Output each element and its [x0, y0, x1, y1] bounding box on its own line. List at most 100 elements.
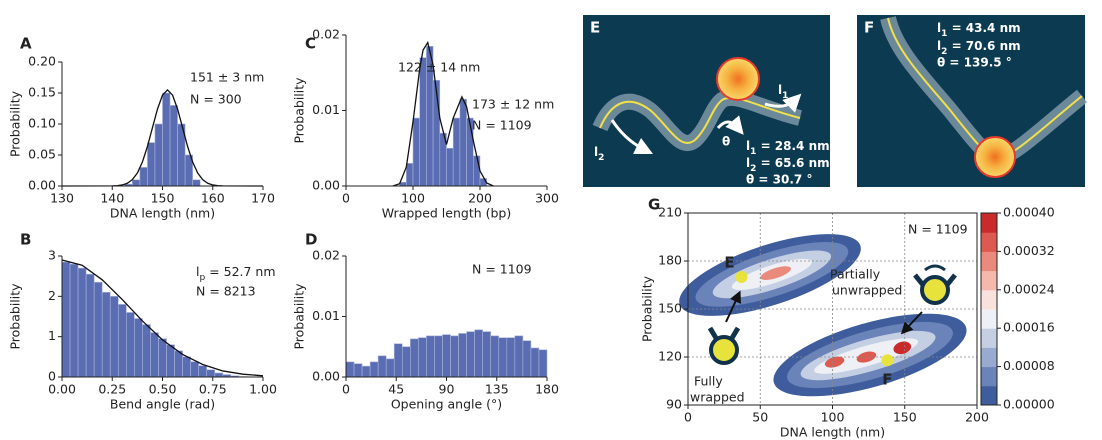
bar: [86, 274, 94, 377]
annotation: N = 1109: [908, 222, 968, 237]
colorbar-level: [981, 251, 997, 271]
bar: [215, 373, 223, 377]
bar: [346, 362, 354, 377]
bar: [402, 347, 410, 377]
measurement-tail: = 28.4 nm: [756, 139, 829, 153]
bar: [134, 319, 142, 377]
bar: [183, 357, 191, 377]
x-tick-label: 0.75: [199, 382, 227, 397]
colorbar-tick-label: 0.00000: [1003, 397, 1055, 412]
y-axis-label: Probability: [640, 275, 655, 342]
colorbar-tick-label: 0.00024: [1003, 281, 1055, 296]
x-tick-label: 200: [468, 191, 492, 206]
measurement-tail: = 70.6 nm: [947, 39, 1020, 53]
colorbar-level: [981, 367, 997, 387]
bar: [132, 180, 140, 186]
x-tick-label: 170: [251, 191, 275, 206]
colorbar-tick-label: 0.00032: [1003, 243, 1055, 258]
x-tick-label: 0.50: [149, 382, 177, 397]
x-axis-label: Opening angle (°): [391, 397, 502, 412]
x-tick-label: 160: [201, 191, 225, 206]
bar: [70, 264, 78, 377]
colorbar-level: [981, 309, 997, 329]
bar: [140, 167, 148, 186]
colorbar-tick-label: 0.00008: [1003, 358, 1055, 373]
image-label: E: [590, 19, 600, 37]
annotation: lp = 52.7 nm: [196, 264, 276, 283]
y-tick-label: 0.00: [28, 178, 56, 193]
bar: [406, 163, 413, 186]
bar: [539, 350, 547, 377]
annotation: unwrapped: [832, 283, 902, 298]
colorbar-level: [981, 386, 997, 406]
y-tick-label: 120: [658, 349, 682, 364]
bar: [167, 345, 175, 377]
bar: [102, 292, 110, 377]
bar: [483, 332, 491, 377]
x-tick-label: 50: [752, 410, 768, 425]
y-tick-label: 180: [658, 253, 682, 268]
bar: [442, 335, 450, 377]
y-tick-label: 2: [48, 288, 56, 303]
bar: [142, 325, 150, 377]
annotation: 151 ± 3 nm: [190, 70, 264, 85]
state-point: [735, 271, 747, 283]
measurement-tail: = 43.4 nm: [947, 21, 1020, 35]
x-axis-label: Wrapped length (bp): [382, 206, 512, 221]
bar: [199, 366, 207, 377]
panel-label: G: [648, 196, 660, 214]
colorbar-level: [981, 328, 997, 348]
colorbar-level: [981, 290, 997, 310]
bar: [523, 341, 531, 377]
annotation: 122 ± 14 nm: [398, 60, 480, 75]
bar: [362, 366, 370, 377]
y-tick-label: 0.02: [312, 248, 340, 263]
y-tick-label: 0.01: [312, 102, 340, 117]
bar: [378, 356, 386, 377]
bar: [453, 118, 460, 186]
x-tick-label: 100: [401, 191, 425, 206]
colorbar-level: [981, 213, 997, 233]
y-tick-label: 1: [48, 328, 56, 343]
x-tick-label: 200: [965, 410, 989, 425]
annotation: Partially: [830, 267, 881, 282]
colorbar-level: [981, 232, 997, 252]
annotation: 173 ± 12 nm: [472, 97, 554, 112]
x-tick-label: 90: [439, 382, 455, 397]
bar: [420, 58, 427, 186]
bar: [434, 336, 442, 377]
bar: [163, 93, 171, 186]
bar: [110, 296, 118, 377]
bar: [175, 351, 183, 377]
bar: [467, 332, 475, 377]
colorbar-level: [981, 271, 997, 291]
panel-label: C: [305, 35, 316, 53]
x-tick-label: 0: [684, 410, 692, 425]
y-tick-label: 3: [48, 248, 56, 263]
x-axis-label: DNA length (nm): [110, 206, 215, 221]
measurement: θ = 30.7 °: [746, 173, 812, 187]
bar: [150, 333, 158, 377]
x-axis-label: DNA length (nm): [780, 425, 885, 440]
x-tick-label: 180: [535, 382, 559, 397]
y-tick-label: 0.00: [312, 178, 340, 193]
annotation: Fully: [694, 374, 723, 389]
inline-label-sub: 2: [598, 153, 604, 163]
bar: [499, 338, 507, 377]
panel-label: D: [305, 231, 317, 249]
x-tick-label: 135: [485, 382, 509, 397]
bar: [155, 124, 163, 186]
y-tick-label: 0.10: [28, 116, 56, 131]
bar: [370, 362, 378, 377]
panel-label: A: [20, 35, 32, 53]
bar: [118, 304, 126, 377]
annotation-tail: = 52.7 nm: [205, 264, 275, 279]
bar: [426, 336, 434, 377]
x-tick-label: 150: [893, 410, 917, 425]
bar: [410, 339, 418, 377]
y-axis-label: Probability: [292, 77, 307, 144]
bar: [451, 336, 459, 377]
y-tick-label: 0: [48, 369, 56, 384]
x-tick-label: 0: [342, 191, 350, 206]
image-label: F: [864, 19, 874, 37]
